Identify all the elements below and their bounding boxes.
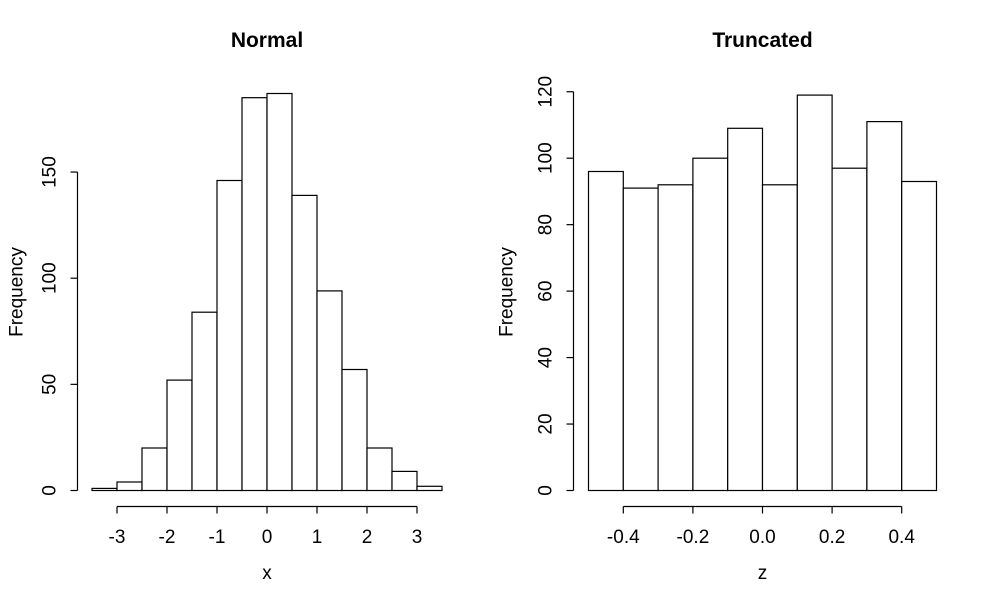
x-tick-label: 0.0: [749, 527, 775, 548]
histogram-bars: [91, 92, 443, 492]
x-tick-label: -3: [109, 527, 126, 548]
histogram-bar: [692, 157, 729, 492]
histogram-bar: [141, 447, 168, 492]
histogram-bar: [866, 120, 903, 492]
histogram-bar: [587, 170, 624, 492]
y-tick-label: 100: [40, 262, 61, 294]
chart-truncated: 0 20 40 60 80 100 120 -0.4 -0.2 0.0 0.2 0.4 Truncate…: [497, 29, 938, 584]
histogram-bar: [166, 379, 193, 492]
y-axis-title: Frequency: [497, 247, 518, 337]
x-tick-label: 0: [262, 527, 273, 548]
histogram-bar: [266, 92, 293, 492]
histogram-bar: [241, 97, 268, 492]
x-axis-title: z: [758, 563, 768, 584]
y-axis-title: Frequency: [7, 247, 28, 337]
y-tick-label: 150: [40, 156, 61, 188]
histogram-bars: [587, 94, 938, 492]
histogram-bar: [391, 470, 418, 492]
y-tick-label: 0: [536, 485, 557, 496]
y-tick-label: 0: [40, 485, 61, 496]
y-tick-label: 120: [536, 76, 557, 108]
y-tick-label: 50: [40, 374, 61, 395]
x-tick-label: -0.2: [677, 527, 710, 548]
y-tick-label: 100: [536, 142, 557, 174]
x-tick-label: 3: [412, 527, 423, 548]
y-axis: 0 20 40 60 80 100 120: [536, 76, 575, 496]
histogram-bar: [366, 447, 393, 492]
histogram-bar: [831, 167, 868, 492]
histogram-bar: [727, 127, 764, 492]
histogram-bar: [316, 290, 343, 492]
x-axis: -0.4 -0.2 0.0 0.2 0.4: [607, 505, 915, 548]
y-axis: 0 50 100 150: [40, 156, 79, 496]
histogram-bar: [216, 179, 243, 492]
y-tick-label: 40: [536, 347, 557, 368]
histogram-bar: [341, 368, 368, 492]
histogram-bar: [796, 94, 833, 492]
histogram-bar: [761, 184, 798, 492]
histogram-bar: [901, 180, 938, 492]
x-tick-label: -2: [159, 527, 176, 548]
x-tick-label: -1: [209, 527, 226, 548]
x-axis-title: x: [262, 563, 272, 584]
x-tick-label: 0.2: [819, 527, 845, 548]
histogram-bar: [91, 487, 118, 492]
x-tick-label: 2: [362, 527, 373, 548]
histogram-bar: [416, 485, 443, 492]
chart-normal: 0 50 100 150 -3 -2 -1 0 1 2 3 Normal x Frequency: [7, 29, 443, 584]
x-tick-label: 1: [312, 527, 323, 548]
x-tick-label: -0.4: [607, 527, 640, 548]
histogram-bar: [657, 184, 694, 492]
chart-title: Truncated: [712, 29, 812, 52]
histogram-bar: [191, 311, 218, 492]
y-tick-label: 80: [536, 214, 557, 235]
y-tick-label: 20: [536, 413, 557, 434]
y-tick-label: 60: [536, 281, 557, 302]
x-axis: -3 -2 -1 0 1 2 3: [109, 505, 423, 548]
x-tick-label: 0.4: [888, 527, 915, 548]
chart-title: Normal: [231, 29, 303, 52]
histogram-bar: [622, 187, 659, 492]
histogram-bar: [116, 481, 143, 492]
histogram-bar: [291, 194, 318, 492]
